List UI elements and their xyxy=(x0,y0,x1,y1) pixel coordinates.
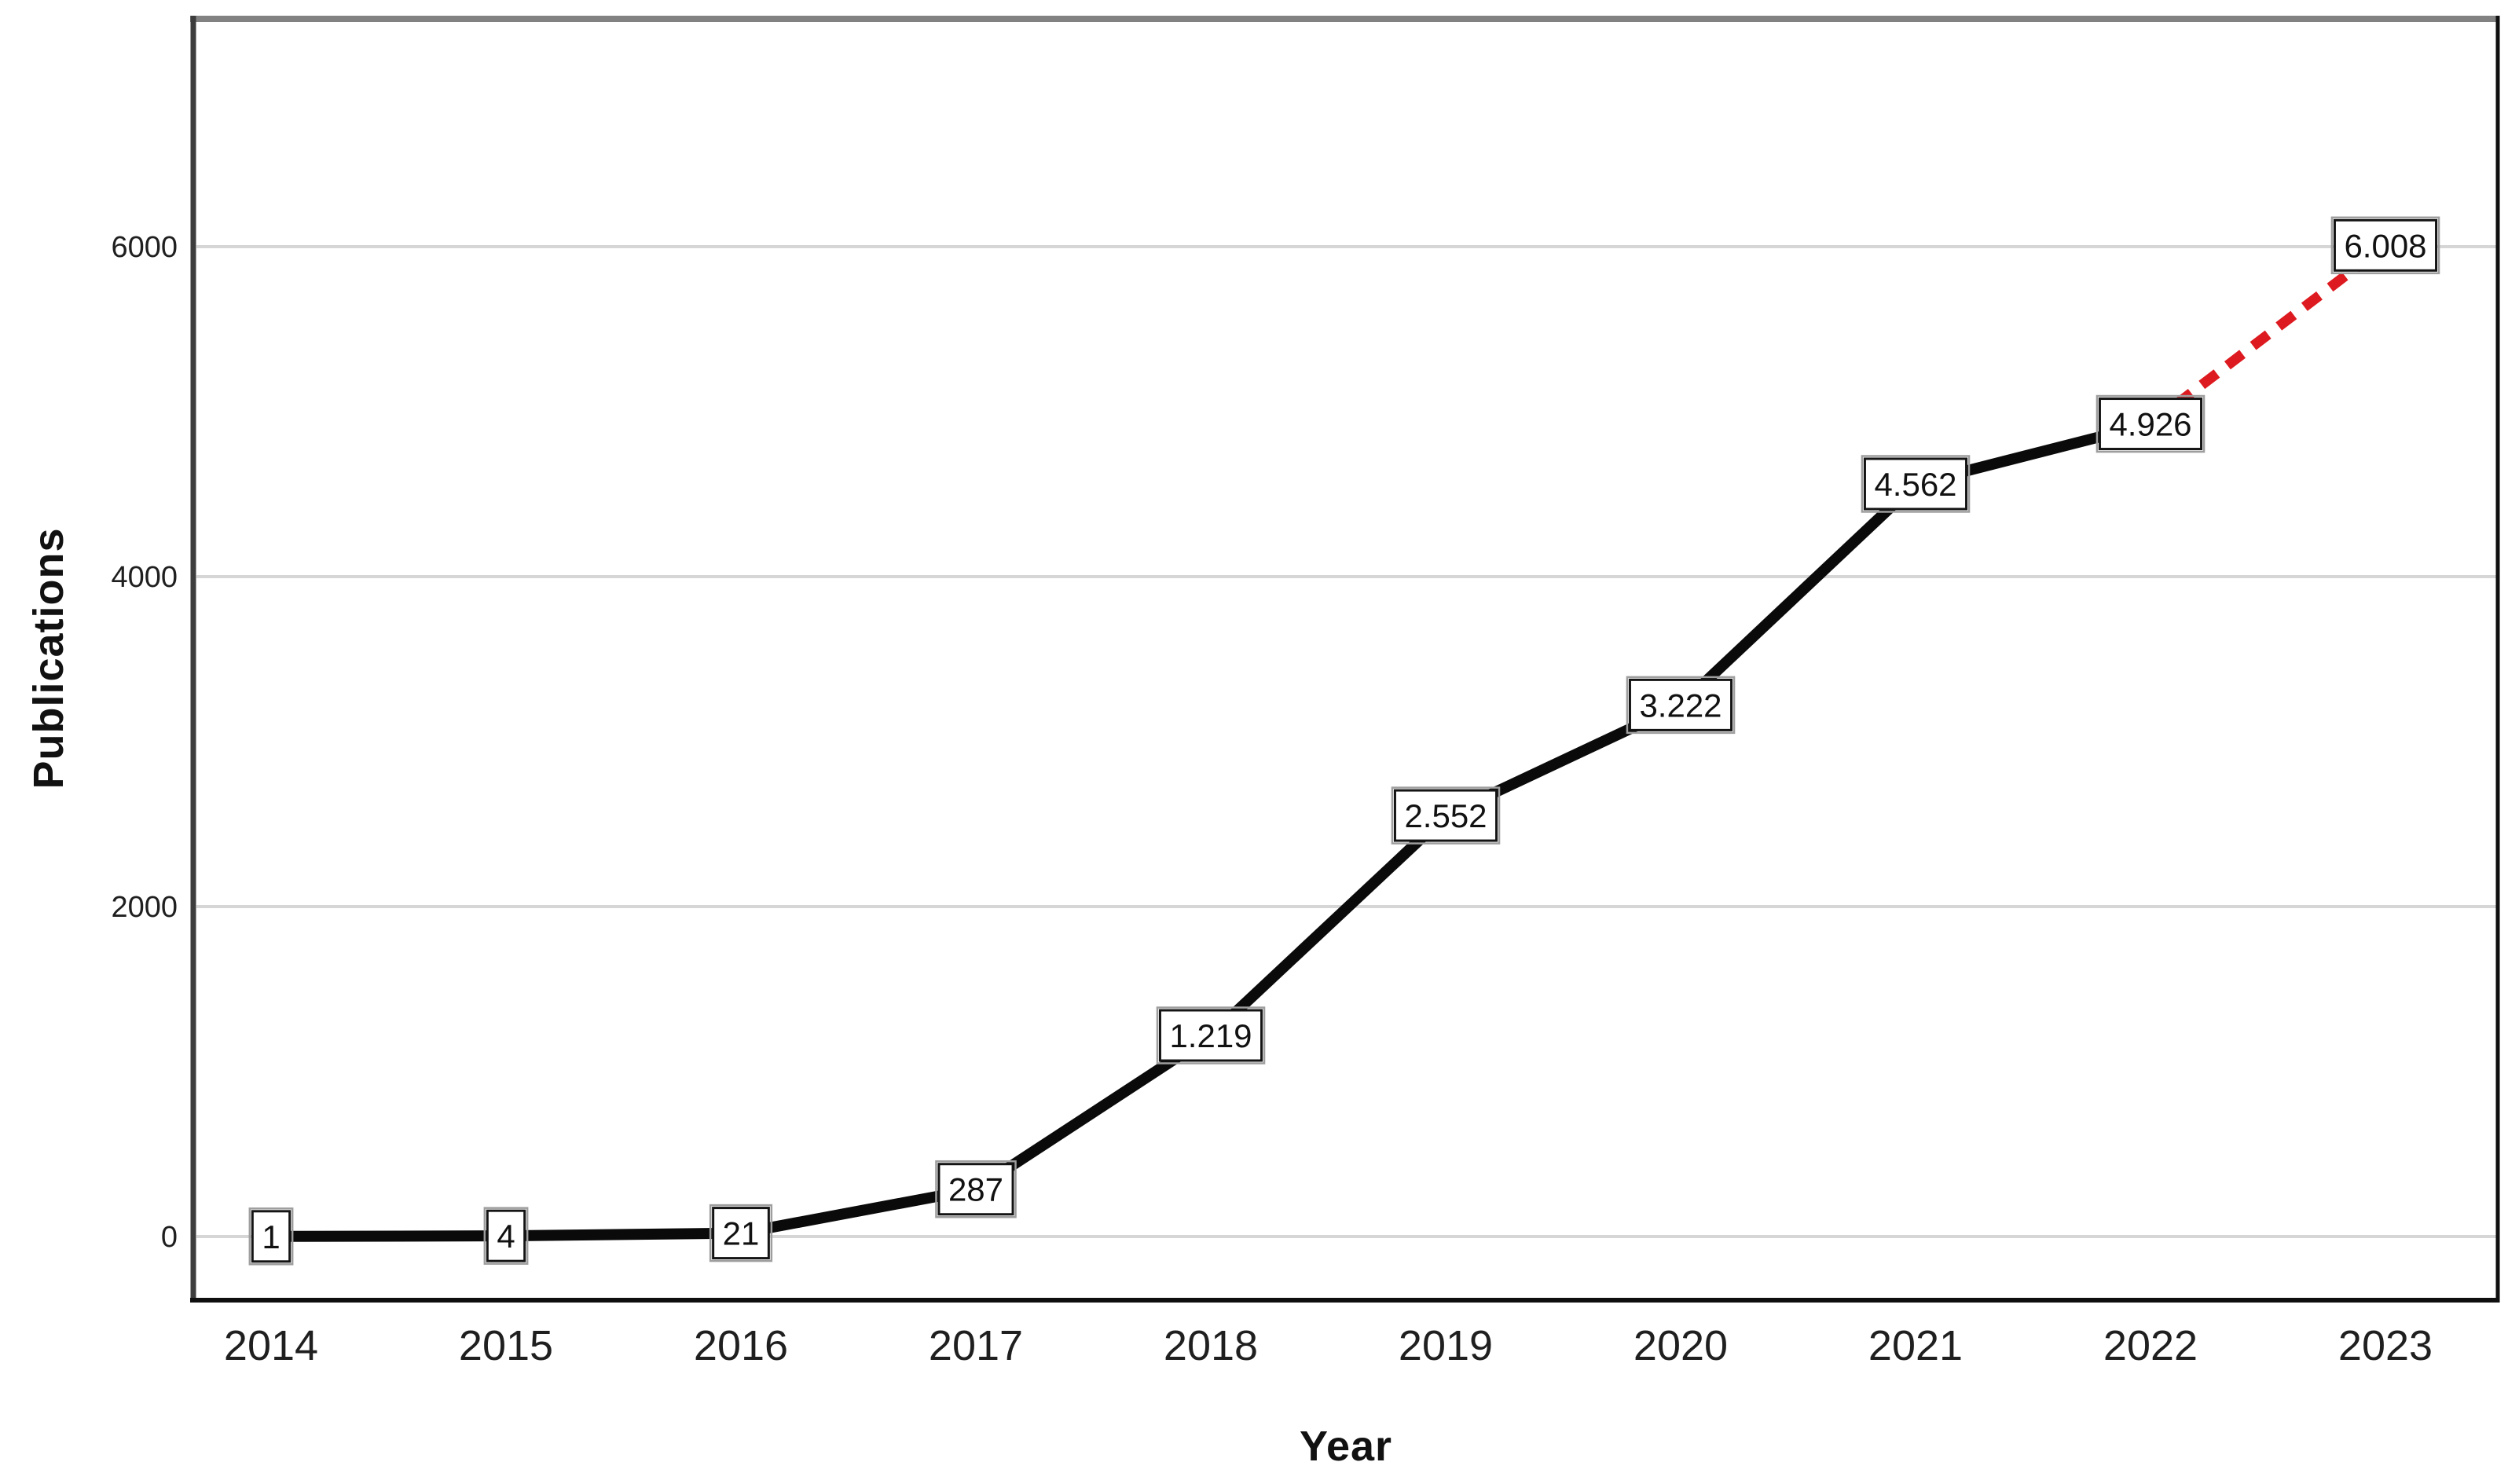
x-tick-label-2019: 2019 xyxy=(1399,1322,1493,1369)
data-label-halo-21 xyxy=(709,1204,773,1262)
data-label-box-4 xyxy=(486,1209,526,1262)
data-label-text-1: 1 xyxy=(262,1218,280,1255)
data-label-halo-2.552 xyxy=(1391,786,1501,845)
x-tick-label-2020: 2020 xyxy=(1634,1322,1728,1369)
data-label-box-1 xyxy=(251,1210,292,1263)
data-label-text-1.219: 1.219 xyxy=(1169,1017,1252,1054)
y-axis-title: Publications xyxy=(25,527,72,790)
data-label-box-1.219 xyxy=(1158,1009,1263,1062)
data-label-box-4.926 xyxy=(2098,398,2203,451)
x-tick-label-2023: 2023 xyxy=(2338,1322,2433,1369)
x-tick-label-2015: 2015 xyxy=(459,1322,553,1369)
y-tick-label-6000: 6000 xyxy=(111,231,178,264)
y-tick-label-4000: 4000 xyxy=(111,561,178,594)
x-tick-label-2018: 2018 xyxy=(1164,1322,1258,1369)
data-label-halo-4.926 xyxy=(2096,394,2206,453)
data-label-halo-287 xyxy=(935,1160,1017,1218)
data-label-text-2.552: 2.552 xyxy=(1404,797,1487,834)
data-label-text-287: 287 xyxy=(948,1171,1003,1208)
data-label-halo-1 xyxy=(248,1207,294,1266)
data-label-text-3.222: 3.222 xyxy=(1639,687,1722,724)
x-axis-title: Year xyxy=(1299,1423,1393,1470)
series-line-projected xyxy=(2147,241,2389,428)
data-label-halo-4 xyxy=(483,1207,529,1265)
data-label-halo-4.562 xyxy=(1861,455,1971,513)
data-label-box-2.552 xyxy=(1393,789,1498,842)
x-tick-label-2017: 2017 xyxy=(929,1322,1023,1369)
data-label-text-21: 21 xyxy=(723,1215,760,1252)
data-label-halo-1.219 xyxy=(1156,1006,1266,1064)
x-tick-label-2016: 2016 xyxy=(694,1322,788,1369)
x-tick-label-2022: 2022 xyxy=(2103,1322,2198,1369)
x-tick-label-2014: 2014 xyxy=(224,1322,318,1369)
data-label-box-4.562 xyxy=(1863,457,1968,511)
data-label-box-287 xyxy=(937,1163,1014,1216)
data-label-box-6.008 xyxy=(2333,218,2438,272)
data-label-text-4.562: 4.562 xyxy=(1874,466,1956,503)
data-label-text-4.926: 4.926 xyxy=(2109,406,2191,443)
data-label-box-3.222 xyxy=(1628,678,1733,731)
series-line-actual xyxy=(270,418,2152,1242)
data-label-text-6.008: 6.008 xyxy=(2344,227,2426,264)
data-label-text-4: 4 xyxy=(497,1218,515,1255)
x-tick-label-2021: 2021 xyxy=(1868,1322,1963,1369)
data-label-halo-3.222 xyxy=(1626,676,1736,735)
data-label-box-21 xyxy=(712,1207,770,1260)
y-tick-label-2000: 2000 xyxy=(111,891,178,924)
y-tick-label-0: 0 xyxy=(161,1221,178,1254)
data-label-halo-6.008 xyxy=(2330,216,2440,275)
